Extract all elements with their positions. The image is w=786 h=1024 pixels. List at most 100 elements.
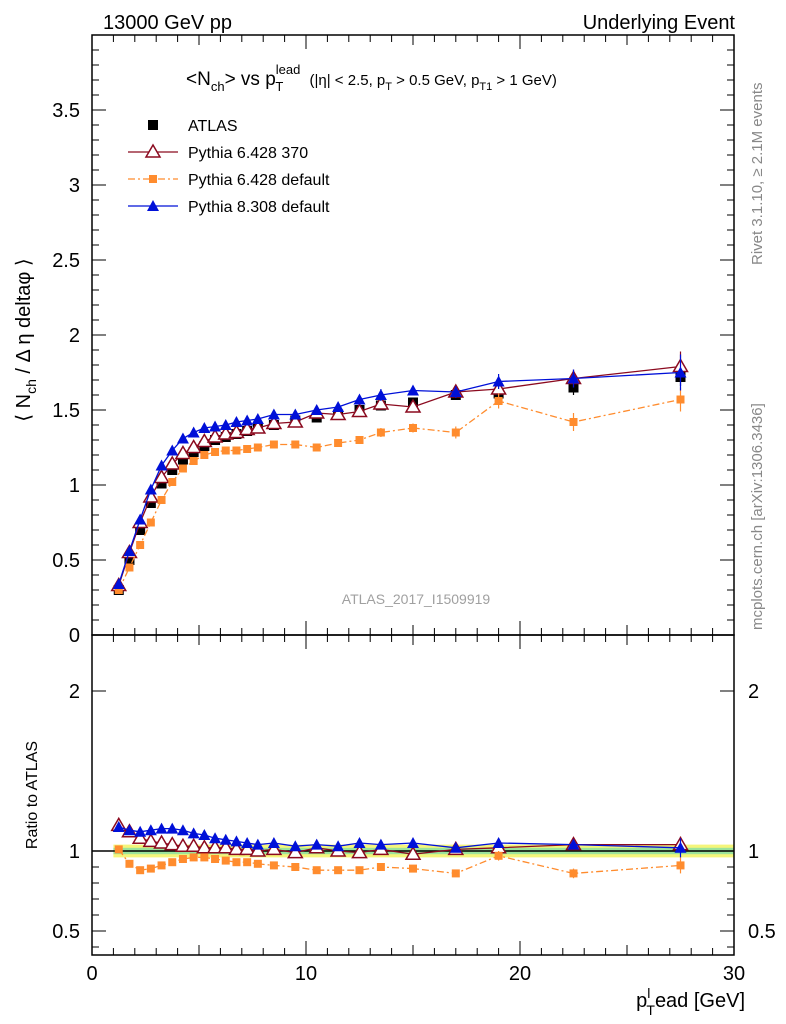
data-point — [230, 416, 243, 427]
data-point — [112, 578, 125, 589]
data-point — [189, 457, 198, 465]
main-series — [110, 351, 689, 595]
data-point — [163, 455, 181, 470]
data-point — [334, 866, 343, 875]
data-point — [332, 840, 345, 852]
data-point — [494, 397, 503, 405]
data-point — [253, 443, 262, 452]
data-point — [219, 833, 232, 845]
ratio-ticks: 0.5 0.51 12 20 10 20 30 — [52, 635, 776, 985]
data-point — [310, 404, 323, 415]
y-tick-label: 2 — [69, 325, 80, 347]
data-point — [148, 120, 158, 130]
data-point — [312, 443, 321, 452]
legend-label: Pythia 6.428 default — [188, 172, 330, 189]
data-point — [291, 440, 300, 449]
data-point — [168, 478, 177, 486]
data-point — [144, 143, 162, 158]
data-point — [168, 858, 177, 867]
series-atlas — [113, 368, 686, 595]
series-pythia-8-308-default — [112, 821, 687, 858]
ratio-frame — [91, 634, 735, 956]
data-point — [376, 863, 385, 871]
data-point — [144, 824, 157, 836]
data-point — [241, 837, 254, 848]
data-point — [125, 859, 134, 868]
data-point — [407, 837, 419, 848]
data-point — [451, 428, 460, 437]
data-point — [286, 413, 304, 428]
x-tick-label: 20 — [509, 963, 531, 985]
data-point — [125, 563, 134, 572]
y-tick-label-right: 0.5 — [748, 921, 776, 943]
ratio-series — [110, 816, 689, 879]
data-point — [155, 822, 168, 834]
data-point — [114, 586, 123, 594]
data-point — [174, 837, 192, 852]
data-point — [206, 839, 224, 854]
data-point — [567, 372, 580, 384]
y-tick-label-right: 1 — [748, 841, 759, 863]
ratio-plot: 0.5 0.51 12 20 10 20 30 Ratio to ATLAS pl Tead … — [24, 634, 776, 1018]
x-tick-label: 0 — [86, 963, 97, 985]
legend-item: ATLAS — [148, 118, 238, 135]
data-point — [196, 839, 213, 854]
data-point — [136, 541, 145, 549]
mcplots-label: mcplots.cern.ch [arXiv:1306.3436] — [749, 403, 766, 630]
data-point — [176, 432, 189, 444]
data-point — [153, 834, 170, 849]
data-point — [219, 419, 232, 430]
data-point — [355, 436, 364, 444]
data-point — [136, 866, 145, 875]
data-point — [291, 863, 300, 871]
data-point — [569, 869, 578, 878]
data-point — [265, 840, 283, 856]
data-point — [200, 451, 209, 459]
rivet-label: Rivet 3.1.10, ≥ 2.1M events — [749, 83, 766, 266]
data-point — [449, 841, 462, 853]
data-point — [123, 545, 136, 556]
data-point — [198, 422, 211, 433]
data-point — [569, 418, 578, 426]
data-point — [146, 864, 155, 873]
data-point — [249, 419, 267, 434]
data-point — [251, 838, 264, 850]
series-pythia-8-308-default — [112, 354, 687, 589]
data-point — [372, 395, 390, 410]
data-point — [167, 465, 178, 475]
data-point — [221, 856, 230, 865]
data-point — [149, 175, 157, 183]
data-point — [131, 829, 149, 844]
data-point — [310, 838, 323, 850]
data-point — [135, 525, 146, 535]
data-point — [374, 389, 387, 400]
data-point — [243, 858, 252, 867]
data-point — [334, 439, 343, 447]
y-tick-label: 3 — [69, 175, 80, 197]
x-tick-label: 30 — [723, 963, 745, 985]
data-point — [353, 393, 366, 405]
data-point — [187, 827, 200, 839]
data-point — [185, 837, 202, 852]
data-point — [269, 861, 278, 870]
data-point — [404, 845, 422, 860]
data-point — [289, 840, 302, 852]
data-point — [407, 384, 419, 396]
data-point — [217, 425, 235, 440]
data-point — [269, 440, 278, 449]
legend-label: Pythia 6.428 370 — [188, 145, 308, 162]
y-tick-label: 2.5 — [52, 250, 80, 272]
data-point — [156, 478, 167, 489]
data-point — [409, 424, 417, 432]
main-title: <Nch> vs plead T (|η| < 2.5, pT > 0.5 GeV… — [186, 62, 557, 94]
data-point — [449, 386, 462, 397]
y-tick-label-right: 2 — [748, 681, 759, 703]
data-point — [267, 837, 280, 848]
series-pythia-6-428-default — [114, 387, 685, 594]
x-axis-label: pl Tead [GeV] — [636, 985, 745, 1018]
data-point — [142, 832, 160, 848]
legend-label: Pythia 8.308 default — [188, 199, 330, 216]
legend: ATLAS Pythia 6.428 370 Pythia 6.428 defaul… — [128, 118, 330, 216]
data-point — [211, 855, 220, 863]
